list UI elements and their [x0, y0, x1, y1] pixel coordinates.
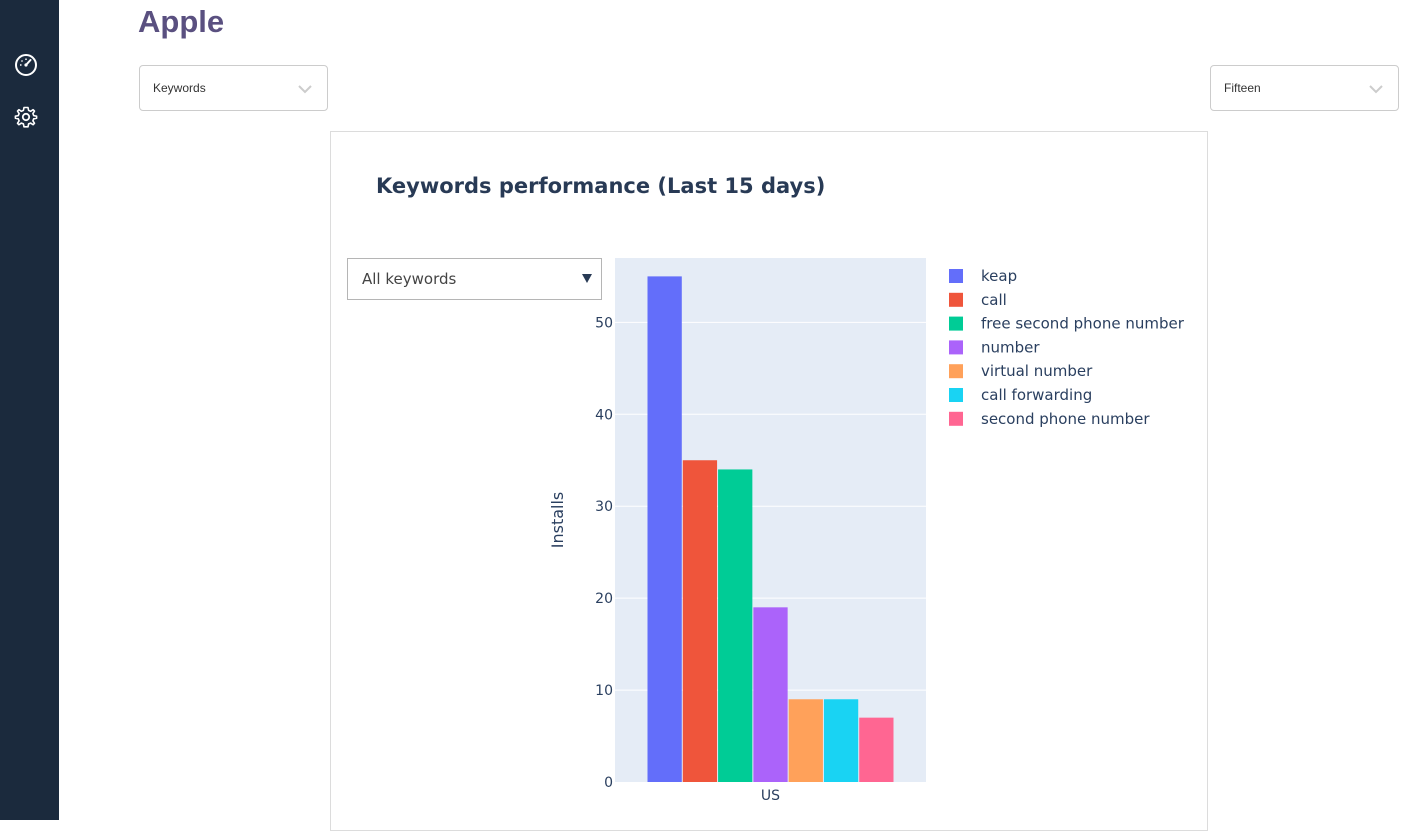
legend-entry: keap — [981, 267, 1017, 285]
y-axis-title: Installs — [548, 492, 567, 549]
legend-swatch — [949, 316, 963, 331]
y-tick-label: 50 — [595, 315, 613, 331]
keyword-dropdown-value: All keywords — [362, 270, 457, 288]
page-title: Apple — [138, 4, 225, 39]
bar-number — [753, 607, 788, 782]
chevron-down-icon — [1369, 85, 1383, 94]
speedometer-icon[interactable] — [13, 52, 39, 78]
legend-swatch — [949, 269, 963, 283]
legend-entry: call — [981, 291, 1007, 309]
bar-free-second-phone-number — [718, 469, 753, 782]
bar-call-forwarding — [823, 699, 859, 782]
chevron-down-icon — [298, 85, 312, 94]
legend-entry: number — [981, 338, 1040, 356]
legend-swatch — [949, 340, 963, 355]
legend-swatch — [949, 388, 963, 402]
bar-virtual-number — [788, 699, 823, 782]
bar-keap — [647, 276, 682, 782]
x-tick-label: US — [761, 788, 780, 804]
legend-entry: call forwarding — [981, 386, 1092, 404]
legend-swatch — [949, 292, 963, 307]
period-select[interactable]: Fifteen — [1210, 65, 1399, 111]
legend-entry: virtual number — [981, 362, 1093, 380]
y-tick-label: 20 — [595, 591, 613, 607]
sidebar — [0, 0, 59, 820]
caret-down-icon — [582, 274, 592, 283]
legend-entry: free second phone number — [981, 315, 1185, 333]
legend-entry: second phone number — [981, 410, 1150, 428]
keyword-dropdown[interactable]: All keywords — [347, 258, 602, 300]
gear-icon[interactable] — [13, 104, 39, 130]
y-tick-label: 30 — [595, 499, 613, 515]
period-select-value: Fifteen — [1224, 81, 1261, 95]
bar-second-phone-number — [859, 717, 894, 782]
y-tick-label: 40 — [595, 407, 613, 423]
legend-swatch — [949, 411, 963, 426]
y-tick-label: 0 — [604, 775, 613, 791]
keywords-performance-card: Keywords performance (Last 15 days) 0 10 2… — [330, 131, 1208, 831]
card-title: Keywords performance (Last 15 days) — [376, 174, 826, 198]
installs-bar-chart: 0 10 20 30 40 50 US Installs keap call free second… — [548, 258, 1185, 804]
legend-swatch — [949, 364, 963, 379]
y-tick-label: 10 — [595, 683, 613, 699]
bar-call — [682, 460, 718, 782]
type-select[interactable]: Keywords — [139, 65, 328, 111]
type-select-value: Keywords — [153, 81, 206, 95]
